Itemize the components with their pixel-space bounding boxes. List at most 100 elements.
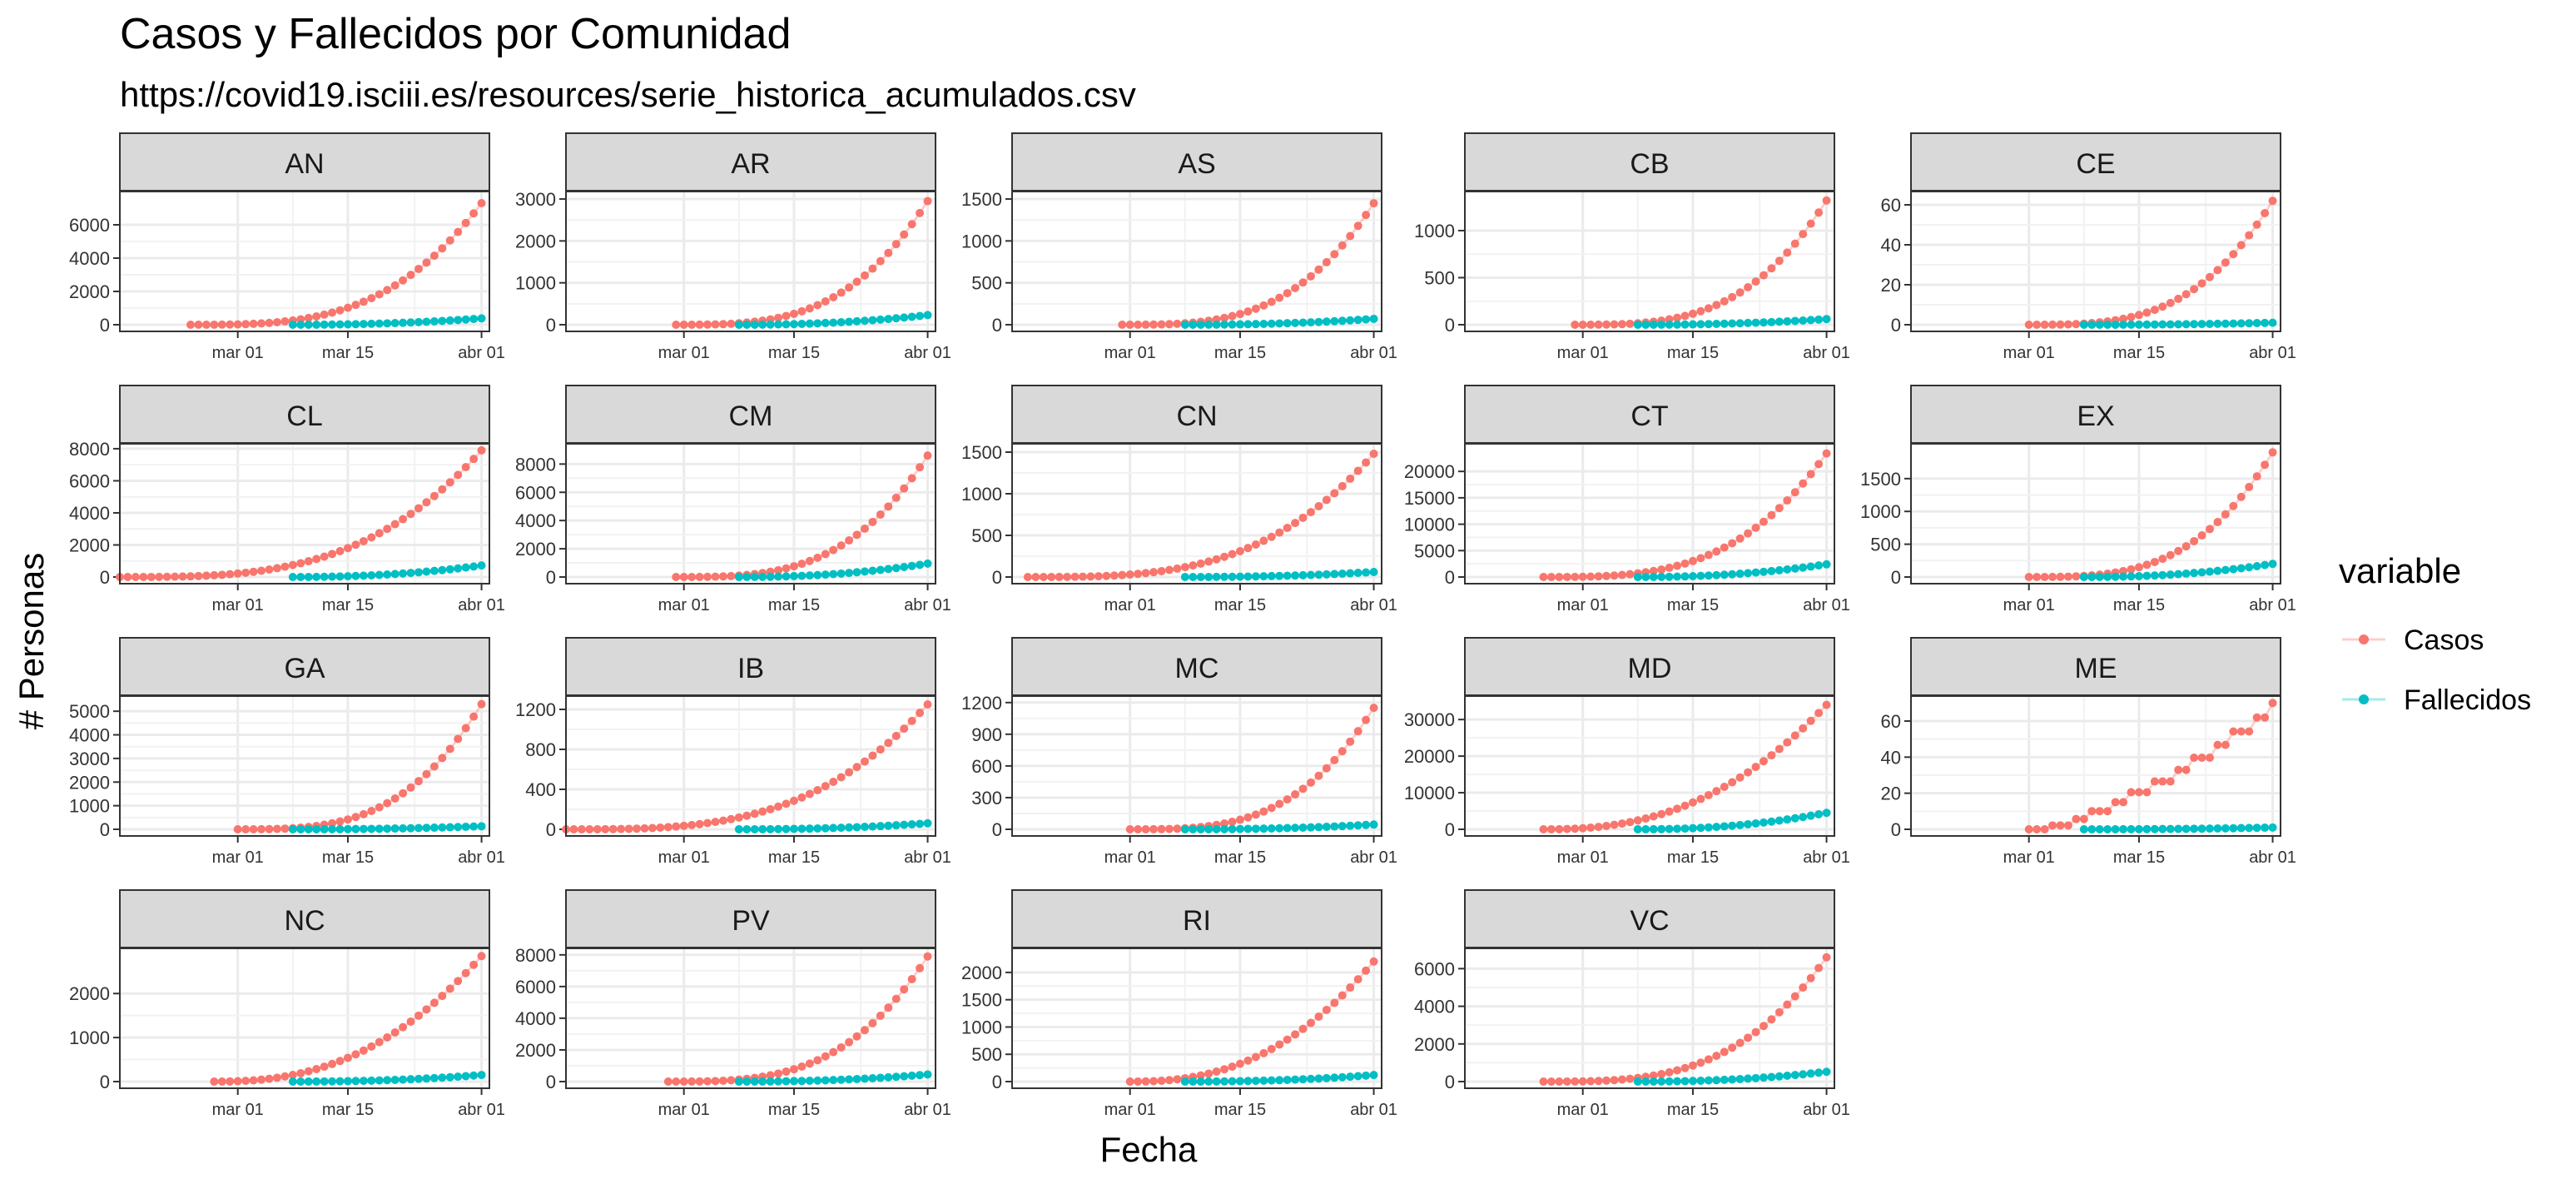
data-point-fallecidos — [328, 572, 337, 581]
panel-border — [565, 443, 936, 585]
data-point-fallecidos — [1783, 815, 1792, 824]
panel-border — [1011, 443, 1382, 585]
data-point-fallecidos — [923, 311, 932, 320]
x-tick-label: mar 15 — [1214, 1101, 1266, 1119]
data-point-casos — [1369, 450, 1378, 458]
data-point-casos — [2134, 788, 2143, 797]
data-point-fallecidos — [359, 320, 368, 329]
data-point-casos — [2229, 250, 2238, 259]
data-point-fallecidos — [2079, 825, 2088, 833]
y-tick-label: 0 — [1891, 315, 1901, 336]
y-tick-label: 6000 — [69, 470, 110, 491]
data-point-fallecidos — [1712, 1076, 1721, 1085]
data-point-fallecidos — [1220, 1077, 1229, 1086]
data-point-casos — [1094, 572, 1103, 581]
data-point-casos — [1322, 764, 1331, 773]
data-point-casos — [1039, 572, 1048, 581]
y-tick-label: 0 — [1445, 315, 1455, 336]
data-point-fallecidos — [1688, 571, 1697, 580]
data-point-fallecidos — [1251, 572, 1260, 581]
data-point-casos — [2221, 510, 2230, 519]
data-point-fallecidos — [821, 1076, 830, 1085]
data-point-fallecidos — [1298, 823, 1308, 832]
data-point-casos — [805, 1059, 814, 1068]
data-point-casos — [679, 572, 688, 581]
data-point-fallecidos — [845, 1075, 854, 1084]
data-point-casos — [916, 709, 925, 718]
facet-panel-ib: IB 0 400 800 1200 mar 01 mar 15 abr 01 — [515, 637, 951, 867]
data-point-casos — [1696, 554, 1705, 563]
data-point-fallecidos — [805, 1077, 814, 1086]
data-point-casos — [1704, 304, 1713, 313]
data-point-casos — [923, 451, 932, 460]
data-point-casos — [2150, 306, 2159, 315]
data-point-fallecidos — [1338, 822, 1347, 831]
data-point-casos — [923, 952, 932, 961]
y-tick-label: 20000 — [1404, 461, 1455, 482]
y-tick-label: 500 — [1424, 267, 1455, 288]
x-tick-label: abr 01 — [904, 1101, 951, 1119]
facet-panel-pv: PV 0 2000 4000 6000 8000 mar 01 mar 15 abr 01 — [515, 889, 951, 1119]
data-point-casos — [695, 819, 704, 828]
y-axis-title: # Personas — [12, 553, 51, 729]
data-point-casos — [1712, 301, 1721, 310]
data-point-fallecidos — [367, 1076, 376, 1085]
data-point-casos — [414, 777, 423, 786]
data-point-casos — [845, 1037, 854, 1047]
data-point-fallecidos — [1822, 560, 1831, 569]
data-point-fallecidos — [1204, 320, 1214, 329]
data-point-casos — [891, 493, 901, 502]
data-point-casos — [335, 817, 345, 826]
y-tick-label: 1000 — [69, 1027, 110, 1048]
data-point-casos — [1744, 529, 1753, 538]
data-point-fallecidos — [2268, 560, 2277, 569]
data-point-casos — [1610, 1076, 1619, 1085]
data-point-fallecidos — [1306, 823, 1315, 832]
data-point-casos — [1149, 824, 1159, 833]
data-point-casos — [2048, 821, 2057, 830]
data-point-casos — [241, 320, 251, 329]
data-point-casos — [2268, 448, 2277, 457]
data-point-fallecidos — [1251, 824, 1260, 833]
data-point-fallecidos — [390, 570, 400, 579]
data-point-casos — [131, 572, 140, 581]
y-tick-label: 4000 — [515, 510, 556, 531]
data-point-fallecidos — [860, 1074, 869, 1083]
y-tick-label: 60 — [1881, 711, 1901, 732]
data-point-casos — [1673, 1066, 1682, 1075]
data-point-fallecidos — [477, 314, 486, 323]
data-point-casos — [1790, 239, 1799, 248]
y-tick-label: 10000 — [1404, 515, 1455, 535]
data-point-fallecidos — [876, 822, 885, 831]
data-point-fallecidos — [1330, 1073, 1339, 1082]
data-point-fallecidos — [1204, 824, 1214, 833]
x-tick-label: abr 01 — [458, 848, 505, 867]
data-point-casos — [1586, 823, 1596, 832]
data-point-casos — [852, 763, 861, 772]
facet-strip — [1910, 385, 2281, 445]
facet-panel-nc: NC 0 1000 2000 mar 01 mar 15 abr 01 — [69, 889, 505, 1119]
data-point-casos — [774, 802, 783, 811]
data-point-casos — [774, 1069, 783, 1078]
facet-strip — [1464, 889, 1835, 949]
data-point-casos — [672, 822, 681, 831]
facet-panel-cl: CL 0 2000 4000 6000 8000 mar 01 mar 15 abr 01 — [69, 385, 505, 614]
data-point-casos — [304, 557, 313, 566]
x-tick-label: abr 01 — [458, 344, 505, 362]
data-point-fallecidos — [1641, 572, 1650, 581]
data-point-casos — [249, 824, 258, 833]
x-tick-label: abr 01 — [904, 596, 951, 614]
data-point-casos — [1362, 715, 1371, 724]
data-point-casos — [1362, 211, 1371, 220]
data-point-casos — [1353, 975, 1362, 984]
data-point-casos — [2236, 727, 2246, 736]
data-point-casos — [1369, 199, 1378, 208]
facet-panel-mc: MC 0 300 600 900 1200 mar 01 mar 15 abr 01 — [961, 637, 1397, 867]
data-point-casos — [2205, 754, 2214, 763]
data-point-casos — [288, 1071, 297, 1080]
data-point-fallecidos — [805, 824, 814, 833]
x-tick-label: abr 01 — [1350, 596, 1397, 614]
data-point-casos — [2190, 536, 2199, 545]
data-point-casos — [1641, 814, 1650, 823]
data-point-casos — [1141, 824, 1150, 833]
